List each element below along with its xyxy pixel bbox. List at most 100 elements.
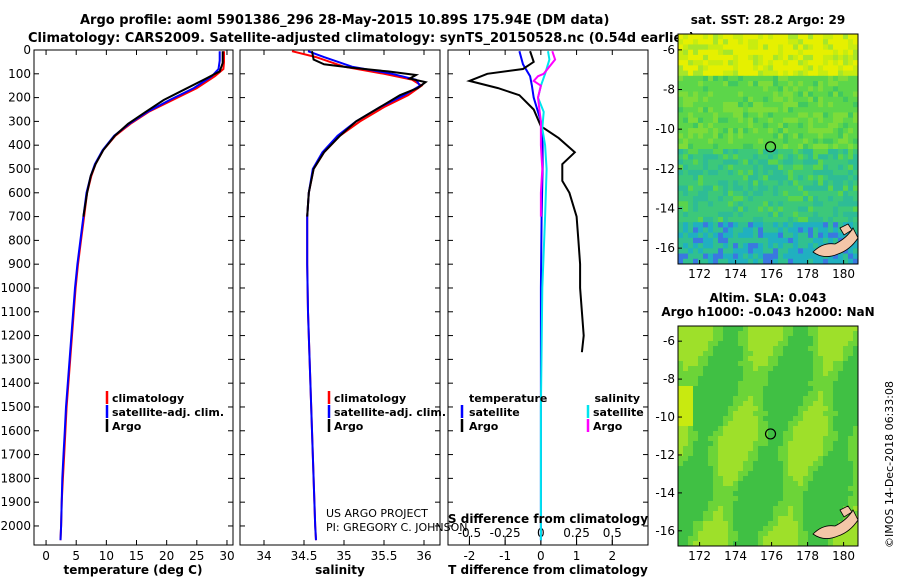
map-cell <box>823 96 829 103</box>
map-cell <box>743 466 749 472</box>
map-cell <box>748 54 754 61</box>
map-cell <box>853 396 859 402</box>
map-cell <box>843 376 849 382</box>
map-cell <box>833 411 839 417</box>
map-cell <box>713 451 719 457</box>
map-cell <box>803 211 809 218</box>
map-cell <box>768 185 774 192</box>
map-cell <box>818 91 824 98</box>
map-cell <box>738 376 744 382</box>
map-cell <box>733 531 739 537</box>
map-cell <box>803 138 809 145</box>
map-cell <box>823 65 829 71</box>
map-cell <box>733 381 739 387</box>
map-cell <box>728 96 734 103</box>
map-cell <box>748 531 754 537</box>
map-cell <box>828 128 834 134</box>
map-cell <box>748 222 754 228</box>
map-cell <box>703 536 709 542</box>
map-cell <box>693 86 699 92</box>
map-cell <box>748 351 754 357</box>
map-cell <box>843 101 849 108</box>
map-cell <box>813 237 819 244</box>
map-cell <box>778 117 784 124</box>
map-cell <box>708 491 714 497</box>
map-cell <box>693 421 699 427</box>
map-cell <box>818 237 824 244</box>
map-cell <box>688 406 694 412</box>
map-cell <box>853 180 859 186</box>
map-cell <box>803 216 809 223</box>
map-cell <box>753 356 759 362</box>
map-cell <box>768 466 774 472</box>
map-cell <box>778 451 784 457</box>
map-cell <box>758 248 764 254</box>
map-cell <box>748 65 754 71</box>
map-cell <box>713 112 719 119</box>
map-cell <box>743 431 749 437</box>
map-cell <box>728 211 734 218</box>
map-cell <box>853 406 859 412</box>
map-cell <box>838 49 844 56</box>
map-cell <box>798 117 804 124</box>
map-cell <box>688 101 694 108</box>
map-cell <box>823 112 829 119</box>
map-cell <box>698 371 704 377</box>
map-cell <box>713 96 719 103</box>
map-cell <box>803 159 809 166</box>
map-cell <box>848 75 854 82</box>
map-cell <box>683 54 689 61</box>
map-cell <box>703 331 709 337</box>
map-cell <box>843 107 849 113</box>
map-cell <box>823 466 829 472</box>
map-cell <box>688 65 694 71</box>
map-cell <box>688 541 694 547</box>
lat-tick-label: -16 <box>655 524 675 538</box>
map-cell <box>783 511 789 517</box>
map-cell <box>723 138 729 145</box>
map-cell <box>843 456 849 462</box>
map-cell <box>793 521 799 527</box>
map-cell <box>708 366 714 372</box>
map-cell <box>758 366 764 372</box>
map-cell <box>738 426 744 432</box>
map-cell <box>778 185 784 192</box>
map-cell <box>743 461 749 467</box>
map-cell <box>723 526 729 532</box>
map-cell <box>683 107 689 113</box>
map-cell <box>828 117 834 124</box>
map-cell <box>848 185 854 192</box>
map-cell <box>828 222 834 228</box>
map-cell <box>728 461 734 467</box>
map-cell <box>808 416 814 422</box>
map-cell <box>728 336 734 342</box>
map-cell <box>783 159 789 166</box>
map-cell <box>793 112 799 119</box>
map-cell <box>748 426 754 432</box>
map-cell <box>828 521 834 527</box>
map-cell <box>768 143 774 150</box>
map-cell <box>838 60 844 66</box>
map-cell <box>713 356 719 362</box>
map-cell <box>823 351 829 357</box>
map-cell <box>803 227 809 234</box>
map-cell <box>728 421 734 427</box>
map-cell <box>678 54 684 61</box>
map-cell <box>713 526 719 532</box>
map-cell <box>738 386 744 392</box>
map-cell <box>793 336 799 342</box>
y-tick-label: 600 <box>8 186 31 200</box>
map-cell <box>793 49 799 56</box>
map-cell <box>853 451 859 457</box>
map-cell <box>678 426 684 432</box>
map-cell <box>748 196 754 202</box>
map-cell <box>773 133 779 139</box>
map-cell <box>803 476 809 482</box>
map-cell <box>808 366 814 372</box>
map-cell <box>733 416 739 422</box>
map-cell <box>713 421 719 427</box>
map-cell <box>703 258 709 265</box>
map-cell <box>768 456 774 462</box>
map-cell <box>698 496 704 502</box>
map-cell <box>688 185 694 192</box>
